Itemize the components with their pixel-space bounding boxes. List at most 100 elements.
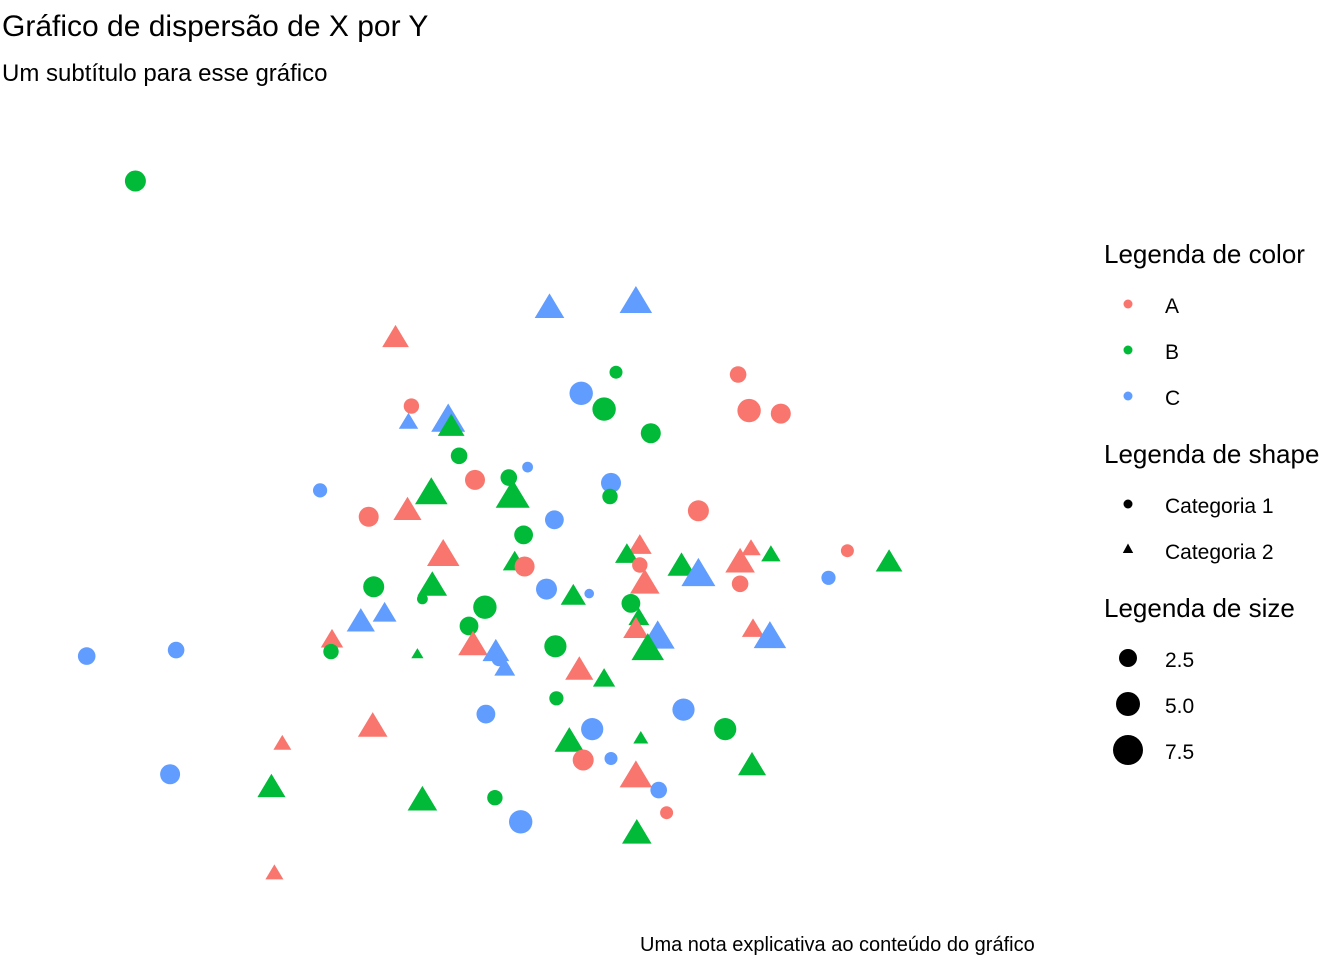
legend-label-b: B [1165, 341, 1179, 364]
data-point-32 [615, 543, 639, 563]
data-point-55 [372, 601, 397, 622]
data-point-87 [619, 760, 653, 788]
data-point-86 [738, 751, 767, 776]
legend-label-c: C [1165, 387, 1180, 410]
legend-key-a [1123, 299, 1133, 309]
data-point-67 [411, 648, 424, 659]
data-point-74 [592, 668, 616, 687]
legend: Legenda de color A B C Legenda de shape … [1104, 239, 1319, 765]
data-point-7 [569, 381, 593, 405]
data-point-62 [458, 630, 488, 656]
data-point-16 [450, 447, 468, 465]
data-point-42 [681, 557, 716, 587]
data-point-44 [363, 576, 385, 598]
data-point-60 [753, 621, 787, 649]
data-point-59 [741, 618, 765, 637]
data-point-90 [650, 781, 667, 799]
data-point-49 [731, 575, 749, 593]
legend-label-categoria-1: Categoria 1 [1165, 495, 1274, 518]
data-point-47 [560, 583, 586, 605]
chart-subtitle: Um subtítulo para esse gráfico [2, 60, 328, 87]
data-point-80 [714, 718, 737, 741]
data-point-12 [398, 412, 419, 429]
data-point-63 [320, 628, 344, 648]
data-point-27 [687, 500, 709, 522]
data-point-29 [514, 525, 533, 545]
data-point-18 [465, 469, 485, 490]
data-point-46 [536, 578, 557, 600]
data-point-23 [602, 488, 618, 505]
data-point-52 [621, 594, 641, 613]
data-point-24 [313, 483, 328, 498]
data-point-6 [729, 366, 747, 383]
data-point-40 [514, 556, 535, 577]
data-point-51 [417, 593, 428, 605]
data-point-79 [581, 718, 604, 741]
legend-label-size-7-5: 7.5 [1165, 741, 1194, 764]
legend-label-size-2-5: 2.5 [1165, 649, 1194, 672]
data-point-94 [509, 810, 533, 834]
data-point-14 [437, 413, 465, 436]
data-point-34 [725, 547, 755, 573]
data-point-15 [640, 423, 661, 444]
data-point-89 [257, 773, 286, 798]
data-point-39 [875, 549, 903, 572]
data-point-83 [273, 734, 292, 750]
data-point-5 [609, 365, 623, 379]
data-point-70 [77, 647, 96, 665]
data-point-8 [592, 397, 616, 421]
data-point-93 [660, 806, 674, 820]
data-point-75 [549, 691, 564, 706]
data-point-85 [604, 752, 618, 765]
legend-key-c [1123, 391, 1133, 401]
points-layer [77, 170, 903, 880]
data-point-58 [623, 617, 649, 638]
data-point-4 [619, 286, 653, 313]
legend-key-b [1123, 345, 1133, 355]
data-point-65 [631, 633, 664, 661]
data-point-48 [584, 588, 594, 599]
data-point-20 [601, 472, 621, 493]
data-point-76 [476, 704, 496, 724]
data-point-95 [622, 819, 652, 844]
data-point-77 [672, 698, 695, 721]
legend-key-size-5-0 [1116, 692, 1140, 716]
data-point-92 [487, 790, 503, 806]
data-point-84 [572, 749, 594, 771]
legend-key-size-7-5 [1113, 735, 1143, 765]
data-point-11 [403, 398, 420, 414]
data-point-41 [667, 552, 696, 576]
data-point-22 [495, 479, 530, 508]
size-legend-title: Legenda de size [1104, 593, 1295, 623]
data-point-3 [534, 293, 565, 318]
data-point-45 [417, 571, 448, 596]
data-point-53 [473, 595, 497, 619]
data-point-50 [821, 570, 836, 585]
data-point-43 [630, 569, 660, 594]
data-point-88 [160, 764, 181, 785]
data-point-25 [393, 496, 422, 520]
data-point-21 [415, 477, 448, 505]
data-point-57 [459, 616, 479, 636]
legend-label-a: A [1165, 295, 1179, 318]
data-point-37 [632, 557, 648, 573]
data-point-68 [323, 643, 339, 660]
data-point-31 [627, 534, 652, 554]
data-point-17 [522, 461, 533, 473]
data-point-28 [545, 510, 564, 530]
data-point-82 [633, 731, 649, 744]
data-point-30 [427, 539, 460, 566]
data-point-96 [265, 864, 284, 880]
data-point-33 [741, 539, 761, 556]
data-point-2 [382, 324, 409, 348]
data-point-9 [737, 398, 761, 423]
shape-legend-title: Legenda de shape [1104, 439, 1319, 469]
data-point-78 [357, 712, 388, 737]
legend-key-triangle [1122, 543, 1134, 553]
data-point-35 [761, 545, 781, 562]
color-legend-title: Legenda de color [1104, 239, 1305, 269]
data-point-26 [358, 506, 379, 527]
chart-title: Gráfico de dispersão de X por Y [2, 10, 429, 43]
data-point-72 [494, 658, 516, 676]
